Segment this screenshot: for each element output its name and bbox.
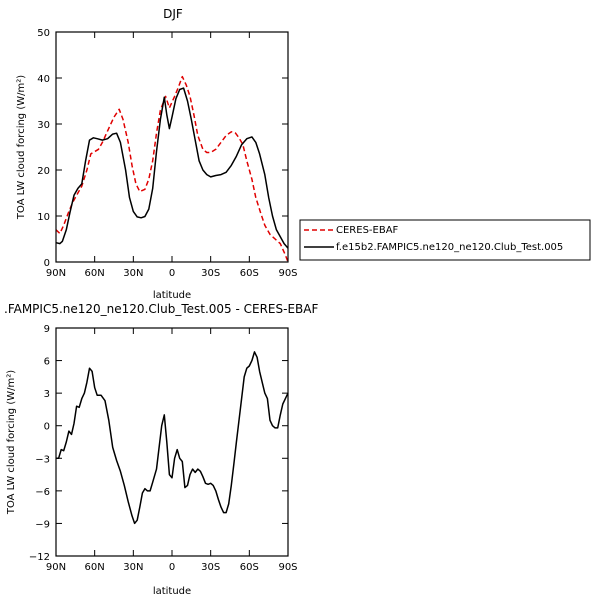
bottom-xtick-label: 90N bbox=[46, 562, 66, 573]
top-panel: DJF 90N 60N 30N 0 30S 60S 90S 0 10 20 30 40 50 TOA L… bbox=[16, 7, 298, 301]
top-ytick-label: 40 bbox=[37, 74, 50, 85]
bottom-frame bbox=[55, 327, 289, 557]
bottom-panel-ylabel: TOA LW cloud forcing (W/m²) bbox=[6, 370, 17, 515]
bottom-xtick-label: 60S bbox=[240, 562, 259, 573]
bottom-ytick-label: −6 bbox=[35, 487, 50, 498]
top-frame bbox=[55, 31, 289, 263]
bottom-ytick-label: 9 bbox=[44, 324, 50, 335]
bottom-panel: .FAMPIC5.ne120_ne120.Club_Test.005 - CER… bbox=[4, 302, 318, 597]
bottom-ytick-label: −12 bbox=[29, 552, 50, 563]
top-xtick-label: 90N bbox=[46, 268, 66, 279]
bottom-panel-xlabel: latitude bbox=[153, 586, 191, 597]
top-ytick-label: 10 bbox=[37, 212, 50, 223]
top-ytick-label: 20 bbox=[37, 166, 50, 177]
bottom-ytick-label: −3 bbox=[35, 454, 50, 465]
top-xtick-label: 0 bbox=[169, 268, 175, 279]
top-xtick-label: 60S bbox=[240, 268, 259, 279]
legend: CERES-EBAF f.e15b2.FAMPIC5.ne120_ne120.C… bbox=[299, 219, 591, 261]
legend-label-model: f.e15b2.FAMPIC5.ne120_ne120.Club_Test.00… bbox=[336, 242, 563, 253]
bottom-panel-title: .FAMPIC5.ne120_ne120.Club_Test.005 - CER… bbox=[4, 302, 318, 316]
bottom-xtick-label: 30N bbox=[123, 562, 143, 573]
bottom-series-line-0 bbox=[56, 351, 289, 525]
bottom-xtick-label: 90S bbox=[278, 562, 297, 573]
top-xtick-label: 30S bbox=[201, 268, 220, 279]
top-panel-ylabel: TOA LW cloud forcing (W/m²) bbox=[16, 75, 27, 220]
top-ytick-label: 0 bbox=[44, 258, 50, 269]
bottom-xtick-label: 60N bbox=[85, 562, 105, 573]
bottom-plot-area: 90N 60N 30N 0 30S 60S 90S −12 −9 −6 −3 0 3 6 9 bbox=[29, 324, 298, 573]
bottom-xtick-label: 0 bbox=[169, 562, 175, 573]
top-series-line-1 bbox=[55, 87, 289, 249]
top-xtick-label: 60N bbox=[85, 268, 105, 279]
legend-label-ceres: CERES-EBAF bbox=[336, 225, 399, 236]
bottom-ytick-label: −9 bbox=[35, 519, 50, 530]
top-ytick-label: 30 bbox=[37, 120, 50, 131]
top-xtick-label: 30N bbox=[123, 268, 143, 279]
top-plot-area: 90N 60N 30N 0 30S 60S 90S 0 10 20 30 40 50 bbox=[37, 28, 297, 279]
bottom-ytick-label: 0 bbox=[44, 422, 50, 433]
top-series-line-0 bbox=[55, 75, 289, 263]
top-panel-title: DJF bbox=[163, 7, 183, 21]
top-panel-xlabel: latitude bbox=[153, 290, 191, 301]
bottom-ytick-label: 6 bbox=[44, 357, 50, 368]
bottom-ytick-label: 3 bbox=[44, 389, 50, 400]
legend-box bbox=[299, 219, 591, 261]
top-xtick-label: 90S bbox=[278, 268, 297, 279]
top-ytick-label: 50 bbox=[37, 28, 50, 39]
bottom-xtick-label: 30S bbox=[201, 562, 220, 573]
